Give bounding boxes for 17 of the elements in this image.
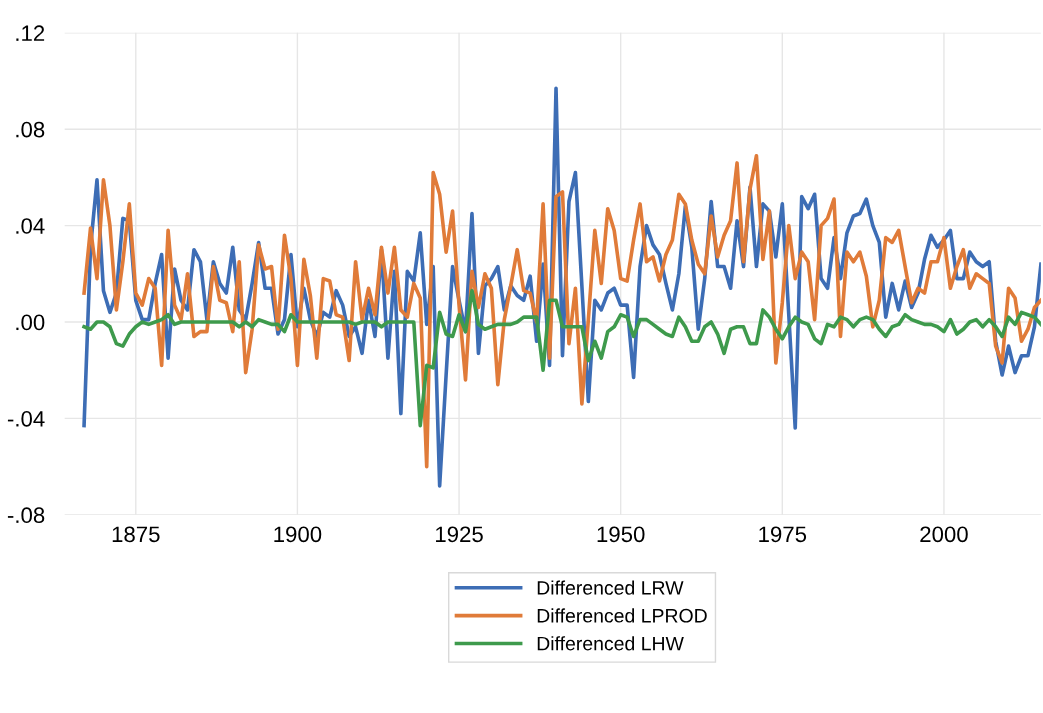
legend-label: Differenced LRW [537,580,684,595]
line-series [82,288,1041,428]
line-series [82,153,1041,469]
x-tick-label: 1975 [759,526,807,543]
x-tick-label: 2000 [920,526,968,543]
x-tick-label: 1900 [274,526,322,543]
y-tick-label: -.08 [7,507,45,524]
y-tick-label: .04 [16,218,45,234]
y-tick-label: .08 [16,121,45,138]
y-tick-label: -.04 [7,410,45,427]
y-tick-label: .12 [16,25,45,41]
x-tick-label: 1875 [112,526,160,543]
legend-label: Differenced LPROD [537,608,707,623]
x-tick-label: 1950 [597,526,645,543]
y-tick-label: .00 [16,314,45,331]
x-tick-label: 1925 [436,526,483,543]
legend-label: Differenced LHW [537,636,684,651]
